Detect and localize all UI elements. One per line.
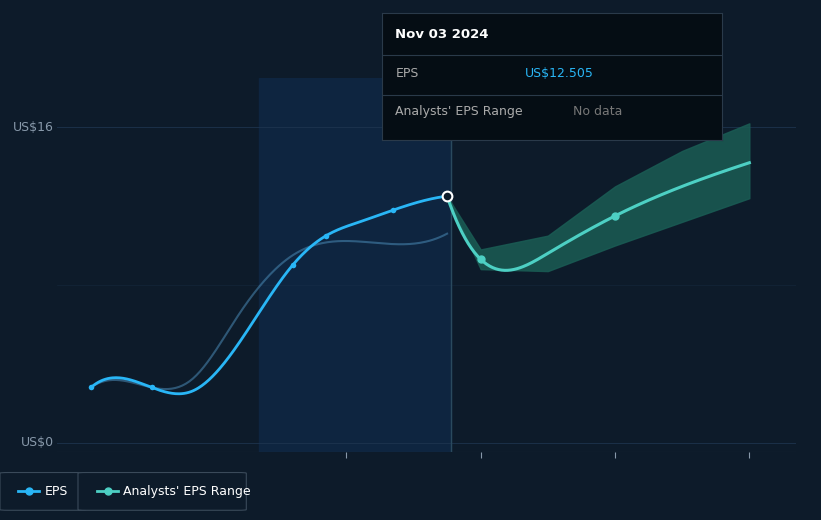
FancyBboxPatch shape bbox=[78, 473, 246, 510]
Bar bbox=[259, 78, 451, 452]
FancyBboxPatch shape bbox=[0, 473, 86, 510]
Text: Nov 03 2024: Nov 03 2024 bbox=[396, 28, 488, 41]
Text: Analysts' EPS Range: Analysts' EPS Range bbox=[123, 485, 250, 498]
Text: No data: No data bbox=[572, 105, 622, 118]
Text: Analysts' EPS Range: Analysts' EPS Range bbox=[396, 105, 523, 118]
Text: Actual: Actual bbox=[408, 54, 447, 67]
Text: US$12.505: US$12.505 bbox=[525, 67, 594, 80]
Text: US$16: US$16 bbox=[13, 121, 54, 134]
Text: Analysts Forecasts: Analysts Forecasts bbox=[462, 54, 579, 67]
Text: EPS: EPS bbox=[45, 485, 68, 498]
Text: EPS: EPS bbox=[396, 67, 419, 80]
Text: US$0: US$0 bbox=[21, 436, 54, 449]
